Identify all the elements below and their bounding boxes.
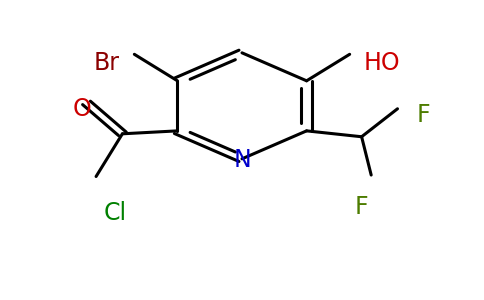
Text: HO: HO [364,51,401,75]
Text: N: N [233,148,251,172]
Text: Br: Br [94,51,120,75]
Text: Cl: Cl [104,201,127,225]
Text: F: F [355,195,368,219]
Text: O: O [73,97,91,121]
Text: F: F [417,103,430,127]
